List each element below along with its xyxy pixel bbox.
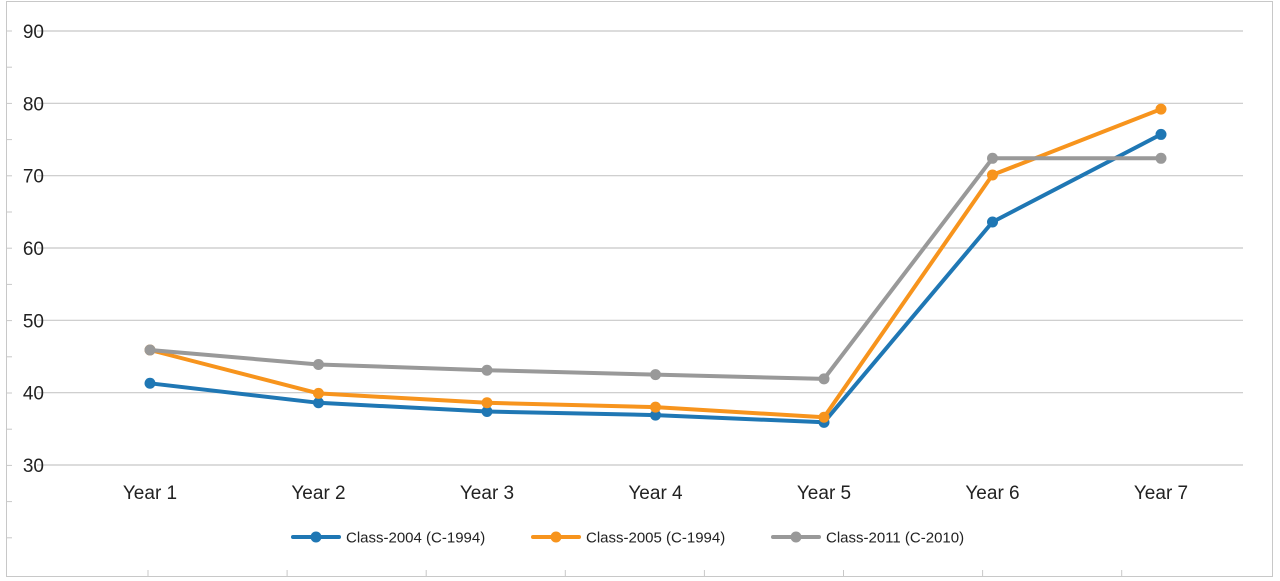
chart-frame (6, 1, 1273, 577)
bottom-axis-ticks (147, 570, 1123, 577)
data-point (650, 409, 661, 421)
data-point (144, 377, 156, 389)
data-point (1155, 152, 1167, 164)
x-tick-label: Year 7 (1134, 483, 1188, 504)
data-point (818, 373, 830, 385)
data-point (987, 169, 998, 181)
y-tick-label: 40 (23, 384, 44, 405)
series-1 (144, 128, 1167, 428)
legend-swatch-marker (790, 531, 802, 543)
x-tick-label: Year 5 (797, 483, 851, 504)
data-point (987, 216, 998, 228)
legend-label: Class-2011 (C-2010) (826, 530, 964, 547)
legend-swatch-marker (310, 531, 322, 543)
y-tick-label: 80 (23, 94, 44, 115)
data-point (313, 387, 324, 399)
x-axis-labels: Year 1 Year 2 Year 3 Year 4 Year 5 Year 6 Year… (123, 483, 1188, 504)
x-tick-label: Year 3 (460, 483, 514, 504)
series-layer (144, 103, 1167, 428)
legend-label: Class-2004 (C-1994) (346, 530, 485, 547)
series-3 (144, 152, 1167, 385)
legend-swatch-marker (550, 531, 562, 543)
data-point (818, 411, 830, 423)
legend-item: Class-2004 (C-1994) (291, 530, 485, 547)
data-point (1155, 103, 1167, 115)
y-tick-label: 50 (23, 311, 44, 332)
data-point (313, 397, 324, 409)
data-point (481, 397, 493, 409)
data-point (650, 401, 661, 413)
y-tick-label: 90 (23, 22, 44, 43)
data-point (650, 369, 661, 381)
gridlines (37, 30, 1243, 466)
y-axis-ticks (6, 30, 12, 539)
y-tick-label: 60 (23, 239, 44, 260)
y-tick-label: 70 (23, 167, 44, 188)
series-line (148, 156, 1163, 381)
data-point (144, 344, 156, 356)
legend-item: Class-2005 (C-1994) (531, 530, 725, 547)
x-tick-label: Year 2 (291, 483, 345, 504)
data-point (481, 405, 493, 417)
data-point (987, 152, 998, 164)
x-tick-label: Year 4 (628, 483, 683, 504)
legend: Class-2004 (C-1994) Class-2005 (C-1994) Cl… (291, 530, 964, 547)
x-tick-label: Year 6 (965, 483, 1019, 504)
data-point (1155, 128, 1167, 140)
data-point (481, 364, 493, 376)
data-point (313, 358, 324, 370)
y-axis-labels: 30 40 50 60 70 80 90 (23, 22, 44, 477)
x-tick-label: Year 1 (123, 483, 177, 504)
legend-label: Class-2005 (C-1994) (586, 530, 725, 547)
legend-item: Class-2011 (C-2010) (771, 530, 964, 547)
y-tick-label: 30 (23, 456, 44, 477)
